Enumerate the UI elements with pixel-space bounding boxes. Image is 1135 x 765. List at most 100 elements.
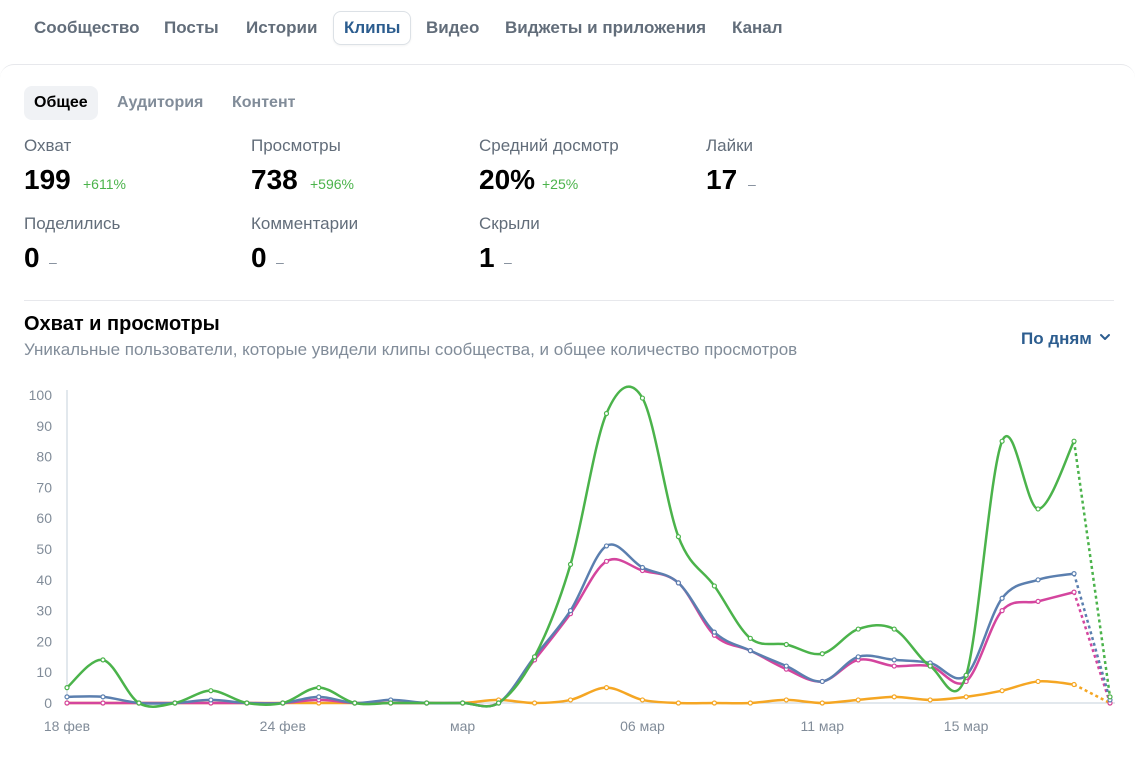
data-point	[280, 700, 286, 706]
tab-channel[interactable]: Канал	[732, 18, 783, 37]
stat-shares-value: 0	[24, 242, 40, 273]
data-point	[603, 543, 610, 549]
data-point	[927, 697, 933, 703]
data-point	[531, 654, 538, 660]
data-point	[460, 700, 466, 706]
data-point	[783, 641, 789, 648]
data-point	[603, 558, 610, 564]
data-point	[208, 697, 214, 703]
data-point	[64, 694, 70, 700]
tab-posts[interactable]: Посты	[164, 18, 219, 37]
data-point	[100, 657, 106, 663]
data-point	[855, 697, 861, 703]
stat-hidden-delta: –	[504, 254, 512, 270]
stat-hidden-label: Скрыли	[479, 214, 540, 233]
data-point	[639, 564, 646, 571]
data-point	[172, 700, 178, 706]
y-tick-label: 30	[36, 603, 52, 619]
data-point	[999, 608, 1005, 614]
data-point	[1071, 438, 1077, 444]
stat-comments-delta: –	[276, 254, 284, 270]
stat-avg-watch-label: Средний досмотр	[479, 136, 619, 155]
series-line-0	[66, 385, 1076, 708]
chart-subtitle: Уникальные пользователи, которые увидели…	[24, 340, 798, 359]
stat-likes-value: 17	[706, 164, 738, 195]
data-point	[495, 700, 502, 706]
data-point	[316, 685, 322, 691]
data-point	[567, 608, 574, 614]
series-dashed-segment-1	[1072, 573, 1112, 701]
stat-avg-watch-delta: +25%	[542, 176, 579, 192]
data-point	[64, 685, 70, 691]
tab-stories[interactable]: Истории	[246, 18, 318, 37]
stat-reach-delta: +611%	[83, 176, 126, 192]
section-navigation: Сообщество Посты Истории Клипы Видео Вид…	[0, 0, 1135, 62]
data-point	[639, 697, 646, 703]
stat-likes-label: Лайки	[706, 136, 754, 155]
series-line-2	[67, 557, 1075, 708]
tab-widgets-and-apps[interactable]: Виджеты и приложения	[505, 18, 707, 37]
data-point	[711, 583, 717, 589]
data-point	[675, 534, 682, 540]
stat-shares-label: Поделились	[24, 214, 121, 233]
stat-comments-label: Комментарии	[251, 214, 359, 233]
data-point	[927, 663, 933, 669]
y-tick-label: 50	[36, 541, 52, 557]
chevron-down-icon[interactable]	[1099, 331, 1111, 346]
statistics-card	[0, 64, 1135, 765]
data-point	[999, 595, 1005, 601]
data-point	[747, 700, 753, 706]
data-point	[352, 700, 358, 706]
y-tick-label: 60	[36, 510, 52, 526]
reach-views-line-chart: 0 10 20 30 40 50 60 70 80 90 100 18 фев 24 фев мар 06 …	[29, 385, 1115, 734]
data-point	[603, 410, 610, 417]
stat-reach-value: 199	[24, 164, 71, 195]
data-point	[100, 700, 106, 706]
data-point	[747, 648, 753, 654]
stat-avg-watch-value: 20%	[479, 164, 536, 195]
period-dropdown[interactable]: По дням	[1021, 329, 1092, 348]
data-point	[819, 700, 825, 706]
data-point	[1035, 598, 1041, 604]
data-point	[819, 651, 825, 657]
y-tick-label: 100	[29, 387, 53, 403]
data-point	[244, 700, 250, 706]
y-tick-label: 90	[36, 418, 52, 434]
data-point	[1035, 577, 1041, 583]
data-point	[963, 672, 969, 678]
y-tick-label: 0	[44, 695, 52, 711]
data-point	[891, 694, 897, 700]
data-point	[819, 678, 825, 685]
tab-video[interactable]: Видео	[426, 18, 480, 37]
subtab-audience[interactable]: Аудитория	[117, 94, 204, 111]
data-point	[316, 694, 322, 700]
data-point	[603, 685, 610, 691]
x-tick-label: мар	[450, 718, 475, 734]
data-point	[136, 700, 142, 706]
x-tick-label: 24 фев	[260, 718, 306, 734]
tab-community[interactable]: Сообщество	[34, 18, 140, 37]
y-tick-label: 80	[36, 449, 52, 465]
tab-clips[interactable]: Клипы	[333, 11, 412, 45]
data-point	[208, 688, 214, 694]
data-point	[1071, 571, 1077, 577]
series-line-1	[66, 543, 1075, 708]
data-point	[639, 395, 646, 401]
chart-title: Охват и просмотры	[24, 313, 220, 335]
subtab-content[interactable]: Контент	[232, 94, 296, 111]
x-tick-label: 06 мар	[620, 718, 665, 734]
y-tick-label: 10	[36, 664, 52, 680]
data-point	[1035, 678, 1041, 685]
subtab-general[interactable]: Общее	[24, 86, 98, 120]
data-point	[711, 700, 717, 706]
y-tick-label: 20	[36, 633, 52, 649]
data-point	[1107, 694, 1113, 700]
data-point	[424, 700, 430, 706]
data-point	[567, 697, 574, 703]
data-point	[747, 635, 753, 641]
x-tick-label: 15 мар	[944, 718, 989, 734]
data-point	[855, 626, 861, 632]
y-tick-label: 70	[36, 479, 52, 495]
y-tick-label: 40	[36, 572, 52, 588]
x-tick-label: 18 фев	[44, 718, 90, 734]
